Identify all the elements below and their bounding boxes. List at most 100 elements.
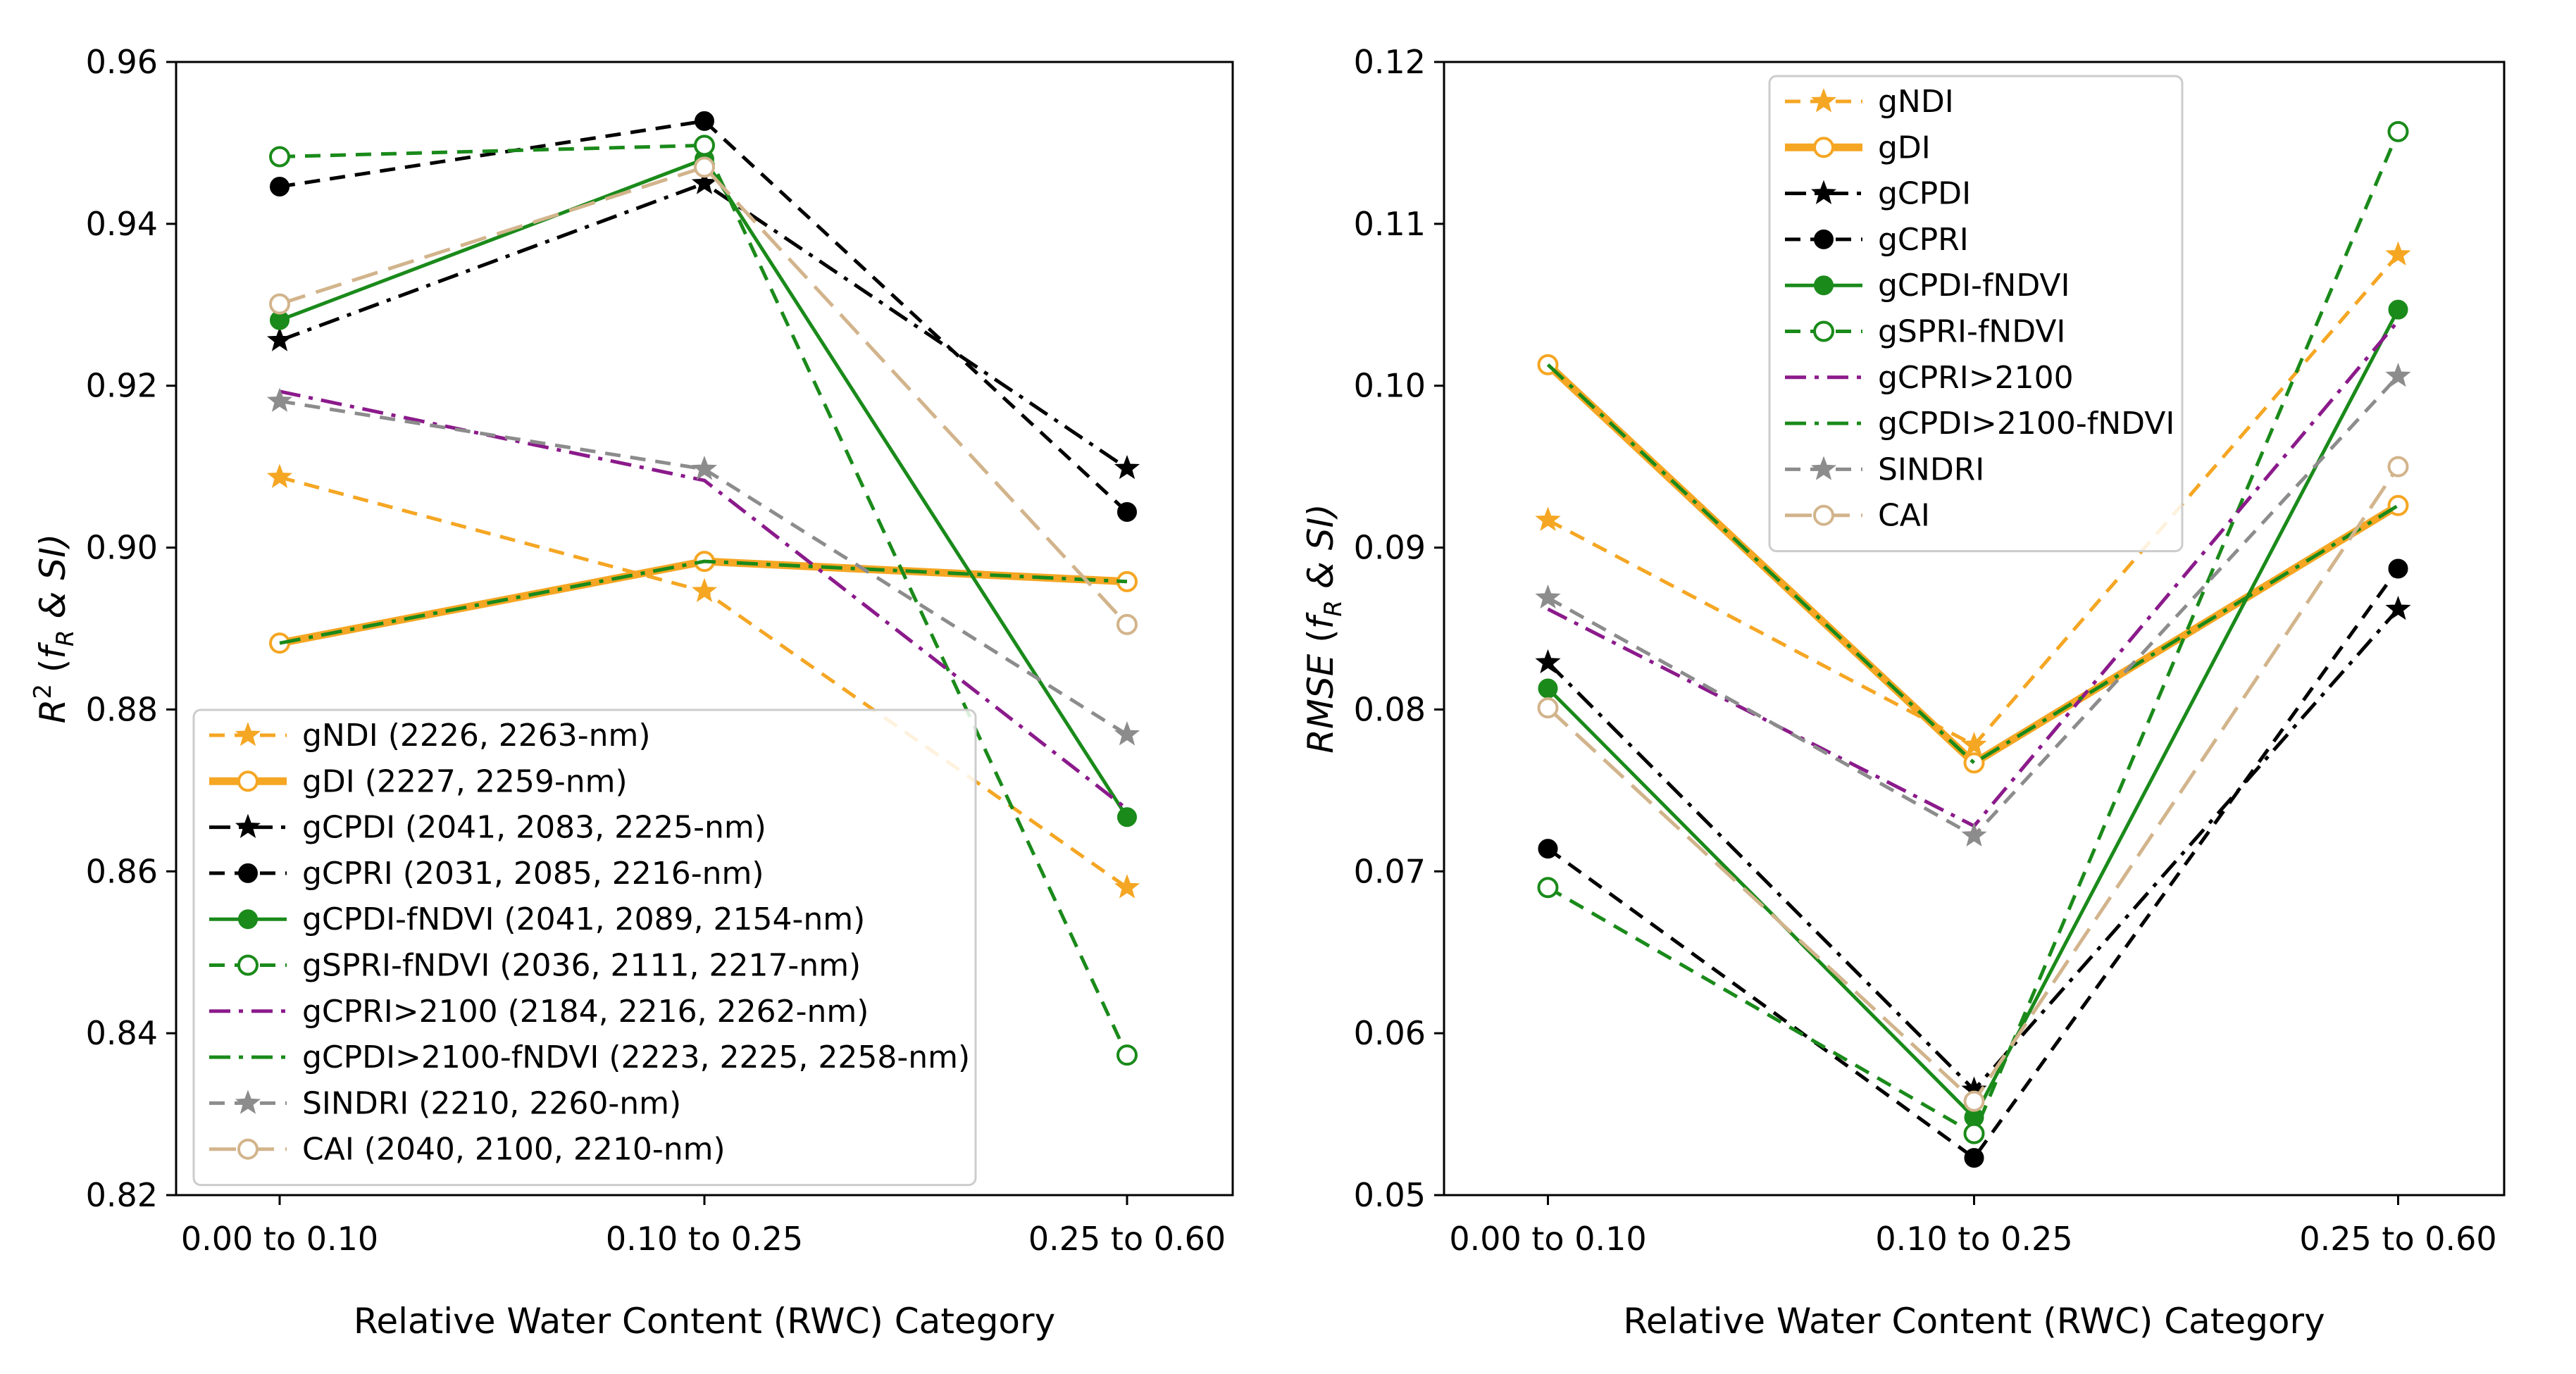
- legend-swatch-marker: [238, 909, 258, 930]
- x-axis-label: Relative Water Content (RWC) Category: [354, 1301, 1055, 1342]
- legend: gNDI (2226, 2263-nm) gDI (2227, 2259-nm) g…: [192, 708, 977, 1187]
- y-axis-label-sub: R: [51, 630, 80, 647]
- data-point-marker: [1117, 807, 1137, 827]
- legend-swatch-marker: [1814, 229, 1834, 249]
- legend-label: gCPDI>2100-fNDVI (2223, 2225, 2258-nm): [302, 1039, 970, 1075]
- data-point-marker: [2388, 558, 2408, 579]
- data-point-marker: [1537, 877, 1559, 899]
- y-axis-label-main: R: [32, 699, 73, 724]
- legend-swatch-marker: [235, 813, 261, 838]
- y-tick-label: 0.06: [1354, 1014, 1426, 1052]
- data-point-marker: [694, 156, 715, 178]
- x-tick-label: 0.00 to 0.10: [181, 1220, 378, 1258]
- series-line: [279, 165, 1128, 626]
- data-point-marker: [1963, 1090, 1985, 1112]
- data-point-marker: [1961, 822, 1987, 847]
- legend-box: [1768, 75, 2184, 553]
- legend-item: gCPRI>2100: [1785, 360, 2074, 396]
- series-gNDI: [1535, 241, 2411, 756]
- y-tick-label: 0.96: [86, 43, 158, 81]
- data-point-marker: [266, 387, 293, 412]
- series-line: [279, 143, 1129, 1056]
- data-point-marker: [269, 146, 290, 168]
- y-axis-label: R2 (fR & SI): [29, 534, 80, 724]
- y-axis-label-rest: & SI): [32, 534, 73, 630]
- data-point-marker: [1535, 506, 1561, 531]
- data-point-marker: [1116, 1044, 1138, 1066]
- data-point-marker: [266, 463, 293, 488]
- y-axis-label-rest: & SI): [1300, 504, 1341, 600]
- series-gCPDI>2100-fNDVI: [279, 559, 1128, 645]
- y-axis-label: RMSE (fR & SI): [1300, 504, 1348, 754]
- data-point-marker: [2388, 299, 2408, 320]
- rmse-chart-panel: 0.05 0.06 0.07 0.08 0.09 0.10 0.11 0.12 0.00 to …: [1300, 43, 2506, 1342]
- legend-swatch-marker: [237, 954, 259, 976]
- legend-item: gCPRI>2100 (2184, 2216, 2262-nm): [209, 994, 869, 1030]
- data-point-marker: [1114, 454, 1140, 480]
- legend-swatch-marker: [237, 770, 259, 792]
- legend-label: gCPDI>2100-fNDVI: [1878, 406, 2174, 442]
- legend-item: gCPDI: [1785, 176, 1971, 212]
- data-point-marker: [270, 176, 290, 196]
- data-point-marker: [1538, 678, 1558, 699]
- series-gCPRI>2100: [279, 389, 1128, 811]
- legend-swatch-marker: [1810, 456, 1837, 480]
- legend-label: gCPRI (2031, 2085, 2216-nm): [302, 856, 764, 892]
- legend-swatch-marker: [235, 1089, 261, 1114]
- y-tick-label: 0.84: [86, 1014, 158, 1052]
- data-point-marker: [694, 135, 715, 156]
- x-tick-label: 0.00 to 0.10: [1449, 1220, 1646, 1258]
- y-tick-label: 0.92: [86, 367, 158, 405]
- data-point-marker: [269, 293, 290, 315]
- y-tick-label: 0.12: [1354, 43, 1426, 81]
- data-point-marker: [2385, 362, 2411, 387]
- y-axis-label-paren: (: [1300, 629, 1341, 654]
- legend-label: SINDRI (2210, 2260-nm): [302, 1085, 681, 1121]
- data-point-marker: [1114, 721, 1140, 746]
- legend-label: gSPRI-fNDVI: [1878, 314, 2065, 350]
- legend-label: gCPDI: [1878, 176, 1971, 212]
- legend-item: gCPDI>2100-fNDVI: [1785, 406, 2174, 442]
- legend-label: gDI (2227, 2259-nm): [302, 763, 628, 799]
- legend-swatch-marker: [1814, 275, 1834, 296]
- series-gSPRI-fNDVI: [1537, 120, 2409, 1144]
- series-CAI: [269, 156, 1138, 635]
- y-tick-label: 0.11: [1354, 205, 1426, 243]
- y-tick-label: 0.09: [1354, 529, 1426, 567]
- data-point-marker: [695, 111, 714, 131]
- data-point-marker: [2385, 241, 2411, 266]
- legend-item: gCPRI: [1785, 222, 1969, 258]
- legend-label: gCPDI-fNDVI (2041, 2089, 2154-nm): [302, 901, 865, 937]
- series-gNDI: [266, 463, 1140, 899]
- series-gCPRI: [1538, 558, 2408, 1168]
- legend-item: SINDRI: [1785, 451, 1984, 487]
- data-point-marker: [1963, 752, 1985, 774]
- legend-item: gCPRI (2031, 2085, 2216-nm): [209, 856, 764, 892]
- data-point-marker: [1538, 839, 1558, 859]
- x-tick-label: 0.25 to 0.60: [2299, 1220, 2496, 1258]
- legend-label: SINDRI: [1878, 451, 1984, 487]
- r2-chart-panel: 0.82 0.84 0.86 0.88 0.90 0.92 0.94 0.96 0.00 to …: [29, 43, 1234, 1342]
- y-tick-label: 0.82: [86, 1176, 158, 1214]
- y-axis-label-sup: 2: [29, 684, 57, 699]
- data-point-marker: [266, 327, 293, 351]
- legend-label: CAI (2040, 2100, 2210-nm): [302, 1132, 726, 1168]
- legend-label: gSPRI-fNDVI (2036, 2111, 2217-nm): [302, 948, 861, 984]
- data-point-marker: [1964, 1148, 1984, 1168]
- data-point-marker: [1114, 874, 1140, 899]
- legend-swatch-marker: [235, 722, 261, 747]
- y-tick-label: 0.05: [1354, 1176, 1426, 1214]
- series-gCPDI: [266, 170, 1140, 480]
- legend-item: gCPDI-fNDVI: [1785, 268, 2070, 304]
- legend-box: [192, 708, 977, 1187]
- legend-swatch-marker: [1810, 88, 1837, 113]
- legend-item: gCPDI-fNDVI (2041, 2089, 2154-nm): [209, 901, 865, 937]
- series-line: [279, 559, 1128, 645]
- data-point-marker: [1116, 613, 1138, 635]
- legend-swatch-marker: [1810, 180, 1837, 204]
- data-point-marker: [691, 577, 718, 602]
- series-CAI: [1537, 456, 2409, 1112]
- legend-swatch-marker: [1813, 137, 1834, 158]
- x-tick-label: 0.25 to 0.60: [1028, 1220, 1226, 1258]
- legend-item: gCPDI>2100-fNDVI (2223, 2225, 2258-nm): [209, 1039, 970, 1075]
